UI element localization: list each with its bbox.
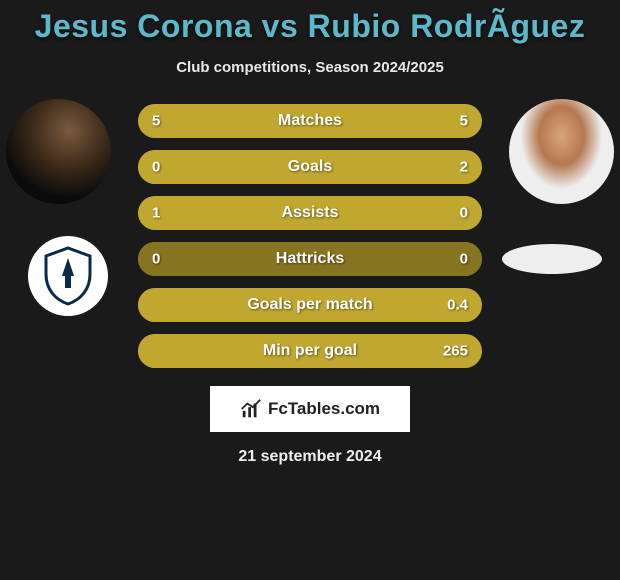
stat-left-value: 0	[152, 159, 160, 176]
stat-row: 0 0 Hattricks	[138, 242, 482, 276]
stat-row: 0 2 Goals	[138, 150, 482, 184]
stat-left-value: 1	[152, 205, 160, 222]
stat-label: Goals	[288, 158, 332, 176]
footer-brand-text: FcTables.com	[268, 399, 380, 419]
stat-left-value: 5	[152, 113, 160, 130]
stat-row: 0.4 Goals per match	[138, 288, 482, 322]
comparison-panel: 5 5 Matches 0 2 Goals 1 0 Assists 0 0 Hattricks 0.4 G…	[0, 104, 620, 368]
avatar-placeholder-icon	[509, 99, 614, 204]
stat-label: Goals per match	[247, 296, 372, 314]
footer-brand: FcTables.com	[210, 386, 410, 432]
stat-label: Min per goal	[263, 342, 357, 360]
stat-right-value: 0.4	[447, 297, 468, 314]
stat-left-value: 0	[152, 251, 160, 268]
shield-icon	[42, 246, 94, 306]
player-right-avatar	[509, 99, 614, 204]
stat-label: Assists	[282, 204, 339, 222]
page-title: Jesus Corona vs Rubio RodrÃ­guez	[0, 0, 620, 45]
avatar-placeholder-icon	[6, 99, 111, 204]
club-left-logo	[28, 236, 108, 316]
stat-right-value: 0	[460, 205, 468, 222]
stat-label: Hattricks	[276, 250, 344, 268]
stat-right-value: 2	[460, 159, 468, 176]
stat-right-value: 265	[443, 343, 468, 360]
stat-row: 5 5 Matches	[138, 104, 482, 138]
club-right-logo	[502, 244, 602, 274]
stat-row: 265 Min per goal	[138, 334, 482, 368]
stat-row: 1 0 Assists	[138, 196, 482, 230]
stat-label: Matches	[278, 112, 342, 130]
player-left-avatar	[6, 99, 111, 204]
stat-right-value: 0	[460, 251, 468, 268]
stat-right-value: 5	[460, 113, 468, 130]
chart-icon	[240, 398, 262, 420]
stats-bars: 5 5 Matches 0 2 Goals 1 0 Assists 0 0 Hattricks 0.4 G…	[138, 104, 482, 368]
subtitle: Club competitions, Season 2024/2025	[0, 59, 620, 76]
date-text: 21 september 2024	[0, 448, 620, 466]
